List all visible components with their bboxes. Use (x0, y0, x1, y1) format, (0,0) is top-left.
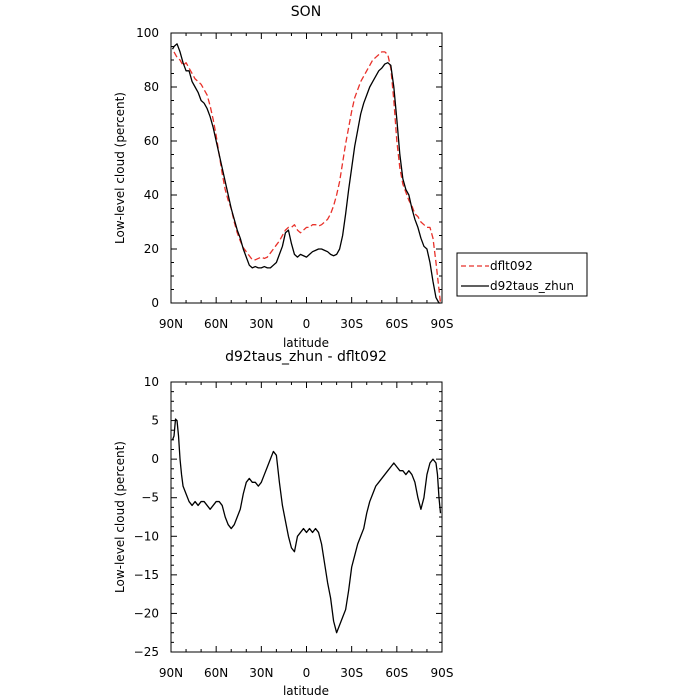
legend-box (456, 252, 588, 297)
axis-ticks-top: 90N 60N 30N 0 30S 60S 90S 0 20 40 60 80 100 (136, 26, 453, 331)
x-tick-label: 30N (249, 666, 273, 680)
x-tick-label: 60S (385, 666, 408, 680)
panel-title-bottom: d92taus_zhun - dflt092 (225, 349, 387, 365)
x-tick-label: 30S (340, 666, 363, 680)
y-tick-label: 80 (144, 80, 159, 94)
x-tick-label: 90S (431, 317, 454, 331)
cloud-cover-panel: SON 90N 60N 30N 0 30S 60S 90S 0 20 40 60 80 100 lati… (113, 4, 453, 350)
series-lines-top (171, 43, 442, 304)
y-tick-label: 20 (144, 242, 159, 256)
x-tick-label: 0 (303, 666, 311, 680)
y-tick-label: −25 (134, 645, 159, 659)
series-line-difference (171, 418, 442, 634)
x-tick-label: 0 (303, 317, 311, 331)
legend-label-dflt092: dflt092 (490, 259, 533, 273)
y-tick-label: 60 (144, 134, 159, 148)
x-axis-label-top: latitude (283, 336, 329, 350)
series-line-d92taus-zhun (171, 43, 441, 304)
x-tick-label: 90N (159, 666, 183, 680)
y-tick-label: 40 (144, 188, 159, 202)
legend-label-d92taus-zhun: d92taus_zhun (490, 279, 574, 293)
y-tick-label: 5 (151, 414, 159, 428)
x-tick-label: 90S (431, 666, 454, 680)
x-tick-label: 30N (249, 317, 273, 331)
x-tick-label: 90N (159, 317, 183, 331)
y-tick-label: −15 (134, 568, 159, 582)
x-tick-label: 30S (340, 317, 363, 331)
y-tick-label: −10 (134, 529, 159, 543)
y-tick-label: −5 (141, 491, 159, 505)
panel-title-top: SON (291, 4, 321, 20)
x-tick-label: 60S (385, 317, 408, 331)
y-tick-label: 100 (136, 26, 159, 40)
axis-ticks-bottom: 90N 60N 30N 0 30S 60S 90S −25 −20 −15 −10 −5 0 5 10 (134, 375, 454, 680)
x-axis-label-bottom: latitude (283, 684, 329, 698)
legend: dflt092 d92taus_zhun (456, 252, 588, 297)
y-tick-label: 10 (144, 375, 159, 389)
x-tick-label: 60N (204, 317, 228, 331)
series-lines-bottom (171, 418, 442, 634)
x-tick-label: 60N (204, 666, 228, 680)
y-tick-label: 0 (151, 452, 159, 466)
series-line-dflt092 (173, 51, 442, 304)
plot-frame-bottom (170, 381, 443, 653)
y-axis-label-top: Low-level cloud (percent) (113, 92, 127, 244)
difference-panel: d92taus_zhun - dflt092 90N 60N 30N 0 30S 60S 9… (113, 349, 453, 698)
y-axis-label-bottom: Low-level cloud (percent) (113, 441, 127, 593)
y-tick-label: 0 (151, 296, 159, 310)
y-tick-label: −20 (134, 606, 159, 620)
